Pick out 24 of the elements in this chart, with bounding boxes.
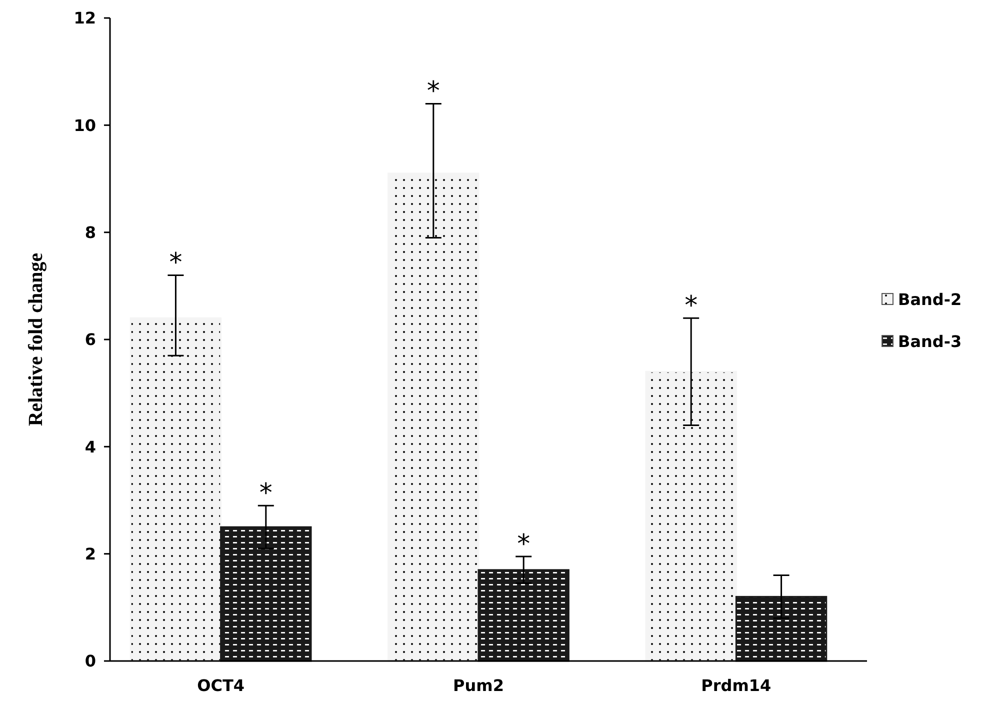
- data-label: *: [259, 478, 272, 509]
- y-tick-label: 8: [84, 222, 96, 242]
- y-tick-label: 0: [84, 652, 96, 671]
- legend-label: Band-2: [898, 290, 962, 310]
- y-tick-label: 10: [74, 116, 96, 135]
- x-tick-label: OCT4: [197, 676, 245, 695]
- y-axis-title: Relative fold change: [25, 252, 47, 426]
- x-tick-label: Pum2: [453, 676, 504, 695]
- data-label: *: [426, 76, 440, 107]
- legend-label: Band-3: [898, 332, 962, 352]
- bar: [220, 526, 312, 662]
- data-label: *: [517, 530, 530, 560]
- y-tick-label: 4: [84, 437, 96, 456]
- bar: [130, 317, 222, 662]
- bar: [645, 370, 737, 662]
- y-tick-label: 12: [74, 8, 96, 28]
- x-tick-label: Prdm14: [701, 676, 772, 695]
- bar: [735, 596, 828, 662]
- y-tick-label: 6: [84, 330, 96, 350]
- y-tick-label: 2: [84, 544, 96, 564]
- data-label: *: [684, 291, 698, 322]
- bar: [388, 172, 480, 662]
- data-label: *: [169, 248, 182, 278]
- bar: [478, 569, 570, 662]
